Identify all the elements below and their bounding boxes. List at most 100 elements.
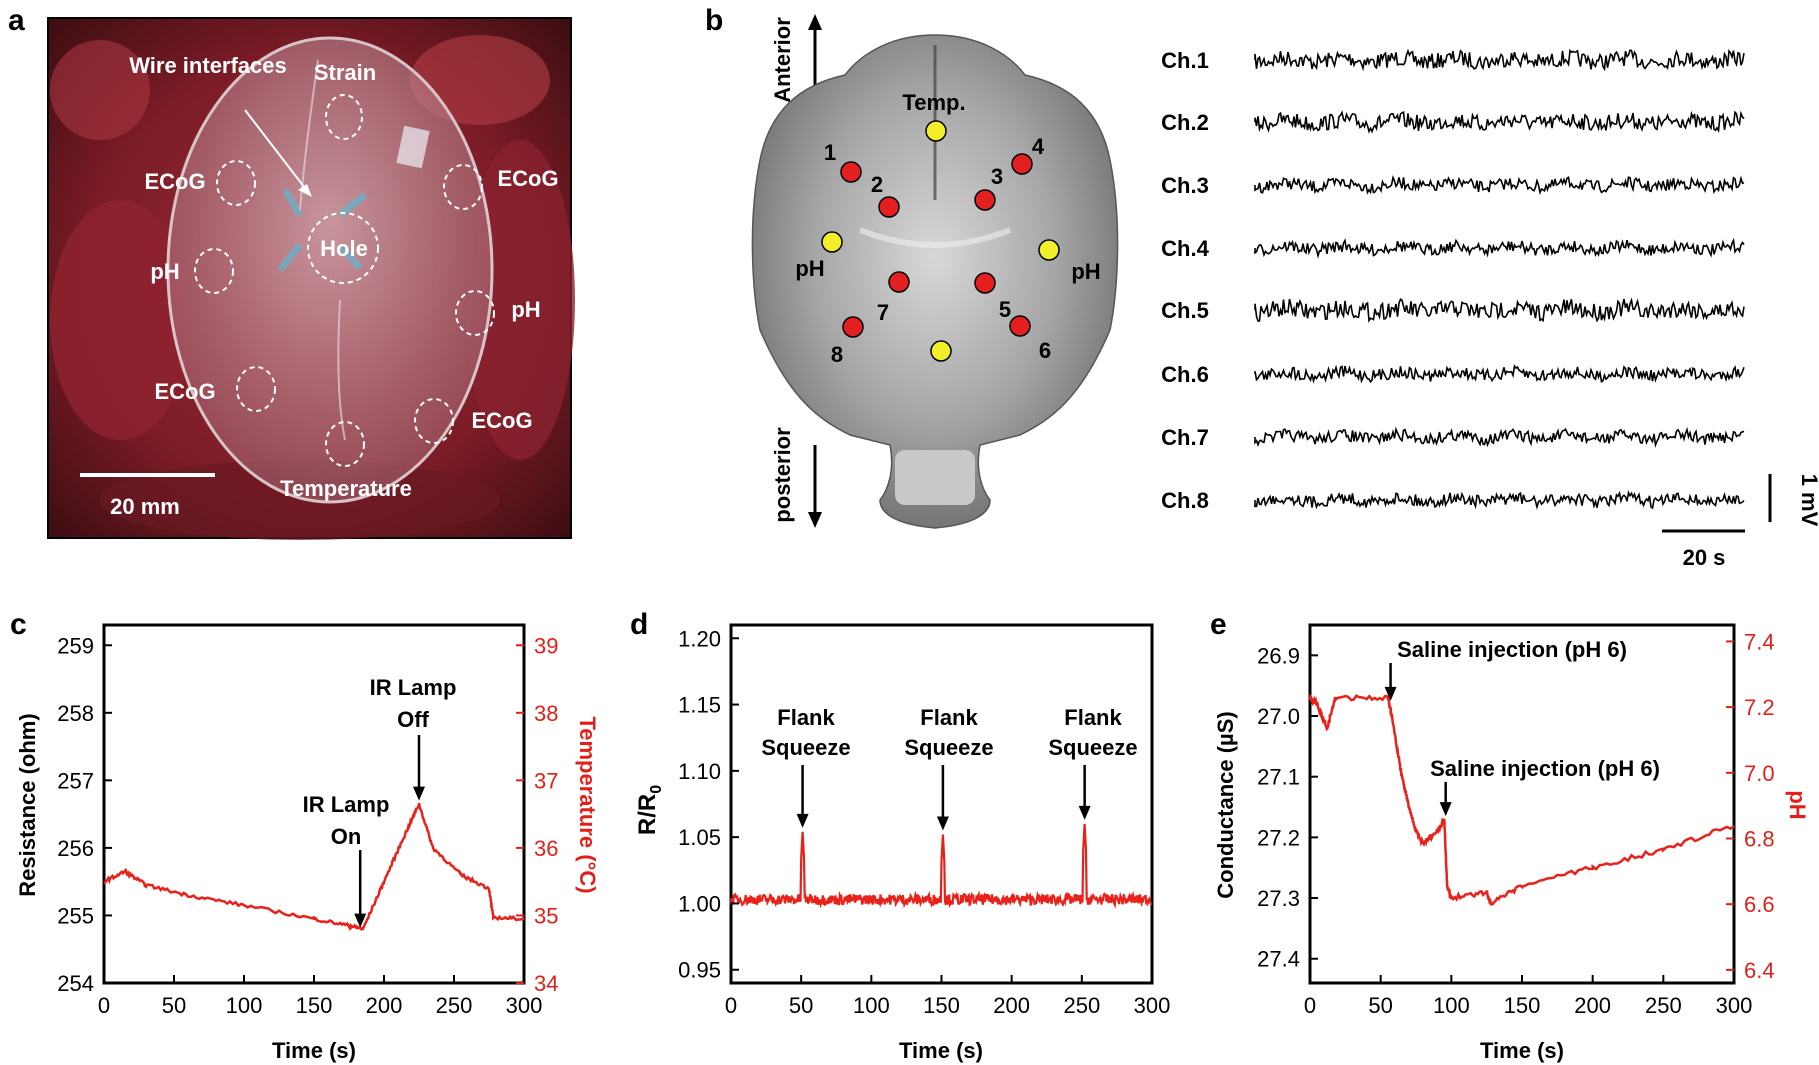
channel-label: Ch.3 bbox=[1161, 173, 1209, 198]
electrode-label: 7 bbox=[877, 300, 889, 325]
x-tick-label: 250 bbox=[1063, 993, 1100, 1018]
y-ticks: 0.95 1.00 1.05 1.10 1.15 1.20 bbox=[678, 626, 739, 983]
ph-marker bbox=[455, 290, 495, 336]
annotation-flank: Flank bbox=[1064, 705, 1122, 730]
y-tick-label: 1.20 bbox=[678, 626, 721, 651]
y-tick-label: 27.3 bbox=[1257, 886, 1300, 911]
panel-e: e 0 50 100 150 200 250 300 26.9 27.0 27.1 27.2 27.… bbox=[1210, 608, 1810, 1063]
y-tick-label: 1.15 bbox=[678, 693, 721, 718]
x-tick-label: 150 bbox=[923, 993, 960, 1018]
x-ticks: 0 50 100 150 200 250 300 bbox=[98, 975, 542, 1018]
panel-d: d 0 50 100 150 200 250 300 0.95 1.00 1.05 1.10 1.1… bbox=[630, 608, 1170, 1063]
annotation-ecog: ECoG bbox=[471, 408, 532, 433]
strain-marker bbox=[325, 94, 363, 140]
plot-frame bbox=[729, 623, 1154, 985]
y-tick-label: 26.9 bbox=[1257, 643, 1300, 668]
ecog-trace bbox=[1254, 364, 1745, 384]
y-tick-label: 7.0 bbox=[1744, 761, 1775, 786]
channel-label: Ch.5 bbox=[1161, 298, 1209, 323]
voltage-scale-label: 1 mV bbox=[1797, 474, 1819, 527]
y-tick-label: 256 bbox=[57, 836, 94, 861]
ecog-trace bbox=[1254, 110, 1745, 134]
resistance-series bbox=[103, 802, 525, 932]
x-tick-label: 150 bbox=[296, 993, 333, 1018]
annotation-arrows bbox=[796, 765, 1091, 831]
temp-label: Temp. bbox=[902, 90, 965, 115]
y-tick-label: 257 bbox=[57, 768, 94, 793]
y-ticks: 26.9 27.0 27.1 27.2 27.3 27.4 bbox=[1257, 643, 1318, 972]
annotation-squeeze: Squeeze bbox=[904, 735, 993, 760]
ecog-marker bbox=[414, 398, 454, 444]
time-scale-label: 20 s bbox=[1683, 545, 1726, 570]
y2-ticks: 6.4 6.6 6.8 7.0 7.2 7.4 bbox=[1726, 629, 1775, 983]
annotation-temperature: Temperature bbox=[280, 476, 412, 501]
electrode-dot bbox=[1011, 153, 1033, 175]
y-axis-label: Resistance (ohm) bbox=[15, 713, 40, 896]
x-tick-label: 100 bbox=[1433, 993, 1470, 1018]
y-tick-label: 6.8 bbox=[1744, 826, 1775, 851]
ecog-traces: Ch.1 Ch.2 Ch.3 Ch.4 Ch.5 Ch.6 Ch.7 Ch.8 bbox=[1161, 48, 1745, 513]
x-tick-label: 150 bbox=[1504, 993, 1541, 1018]
annotation-wire: Wire interfaces bbox=[129, 53, 287, 78]
x-ticks: 0 50 100 150 200 250 300 bbox=[1304, 975, 1752, 1018]
ecog-trace bbox=[1254, 297, 1745, 324]
y-tick-label: 6.6 bbox=[1744, 892, 1775, 917]
x-tick-label: 250 bbox=[436, 993, 473, 1018]
x-tick-label: 0 bbox=[725, 993, 737, 1018]
ph-label-left: pH bbox=[795, 256, 824, 281]
sensor-dot bbox=[930, 340, 952, 362]
annotation-arrows bbox=[1384, 663, 1452, 817]
ecog-trace bbox=[1254, 490, 1745, 510]
electrode-dot bbox=[878, 196, 900, 218]
ph-sensor-dot bbox=[821, 231, 843, 253]
x-axis-label: Time (s) bbox=[272, 1038, 356, 1063]
y-tick-label: 7.2 bbox=[1744, 695, 1775, 720]
y-tick-label: 34 bbox=[534, 971, 558, 996]
arrowhead bbox=[354, 913, 367, 928]
ecog-trace bbox=[1254, 237, 1745, 259]
brain-map: Temp. pH pH 1 2 3 4 5 6 7 8 bbox=[751, 34, 1119, 529]
y-tick-label: 37 bbox=[534, 768, 558, 793]
x-tick-label: 0 bbox=[1304, 993, 1316, 1018]
x-tick-label: 200 bbox=[993, 993, 1030, 1018]
y-tick-label: 27.1 bbox=[1257, 765, 1300, 790]
annotation-squeeze: Squeeze bbox=[761, 735, 850, 760]
ecog-marker bbox=[443, 164, 483, 210]
panel-c: c 0 50 100 150 200 250 300 254255256257258259 … bbox=[10, 608, 600, 1063]
y-axis-label: R/R0 bbox=[634, 785, 665, 835]
arrowhead bbox=[936, 816, 949, 831]
annotation-injection: Saline injection (pH 6) bbox=[1430, 756, 1660, 781]
y-tick-label: 259 bbox=[57, 633, 94, 658]
ecog-marker bbox=[236, 366, 276, 412]
x-axis-label: Time (s) bbox=[1480, 1038, 1564, 1063]
y2-axis-label: pH bbox=[1785, 790, 1810, 819]
electrode-label: 6 bbox=[1039, 338, 1051, 363]
annotation-hole: Hole bbox=[320, 236, 368, 261]
arrowhead bbox=[1384, 686, 1397, 701]
x-tick-label: 0 bbox=[98, 993, 110, 1018]
electrode-label: 4 bbox=[1032, 134, 1045, 159]
annotation-injection: Saline injection (pH 6) bbox=[1397, 637, 1627, 662]
annotation-off-line1: IR Lamp bbox=[370, 675, 457, 700]
temp-sensor-dot bbox=[925, 120, 947, 142]
ecog-trace bbox=[1254, 426, 1745, 448]
y2-ticks: 34 35 36 37 38 39 bbox=[516, 633, 558, 996]
x-tick-label: 200 bbox=[1574, 993, 1611, 1018]
panel-d-label: d bbox=[630, 608, 648, 641]
channel-label: Ch.6 bbox=[1161, 362, 1209, 387]
arrowhead bbox=[413, 786, 425, 801]
y-tick-label: 27.4 bbox=[1257, 947, 1300, 972]
y-tick-label: 254 bbox=[57, 971, 94, 996]
ecog-trace bbox=[1254, 175, 1745, 196]
x-tick-label: 50 bbox=[1368, 993, 1392, 1018]
annotation-off-line2: Off bbox=[397, 707, 429, 732]
y-tick-label: 35 bbox=[534, 903, 558, 928]
x-tick-label: 100 bbox=[853, 993, 890, 1018]
ph-sensor-dot bbox=[1038, 239, 1060, 261]
electrode-dot bbox=[1009, 315, 1031, 337]
panel-a: a Wire interfaces Strain ECoG bbox=[8, 4, 575, 540]
y-tick-label: 258 bbox=[57, 701, 94, 726]
x-tick-label: 300 bbox=[1134, 993, 1171, 1018]
electrode-dot bbox=[974, 272, 996, 294]
electrode-label: 3 bbox=[991, 164, 1003, 189]
